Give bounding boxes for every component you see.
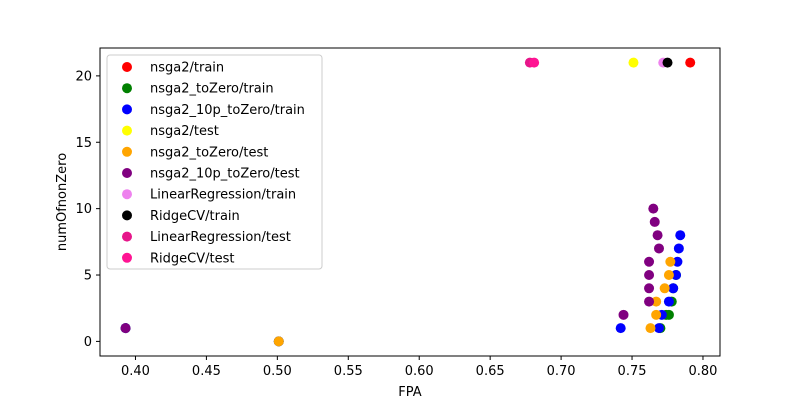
data-point-series-5-9 xyxy=(648,203,659,214)
data-point-series-5-6 xyxy=(653,243,664,254)
legend-marker xyxy=(122,104,132,115)
data-point-series-2-3 xyxy=(653,323,664,334)
x-tick-label: 0.75 xyxy=(618,364,647,379)
x-tick-label: 0.40 xyxy=(121,364,150,379)
legend-marker xyxy=(122,231,132,242)
legend-label: nsga2/train xyxy=(150,61,224,76)
legend-label: nsga2_toZero/test xyxy=(150,145,268,160)
data-point-series-4-5 xyxy=(663,270,674,281)
y-tick-label: 15 xyxy=(75,136,92,151)
data-point-series-5-0 xyxy=(120,323,131,334)
data-point-series-2-9 xyxy=(673,243,684,254)
y-axis-label: numOfnonZero xyxy=(55,153,70,251)
data-point-series-5-1 xyxy=(618,309,629,320)
x-tick-label: 0.55 xyxy=(334,364,363,379)
data-point-series-0-0 xyxy=(685,57,696,68)
legend-label: LinearRegression/test xyxy=(150,230,291,245)
x-axis-ticks: 0.40 0.45 0.50 0.55 0.60 0.65 0.70 0.75 0.80 xyxy=(121,356,717,379)
x-tick-label: 0.60 xyxy=(405,364,434,379)
data-point-series-5-4 xyxy=(644,270,655,281)
x-tick-label: 0.65 xyxy=(476,364,505,379)
data-point-series-2-10 xyxy=(675,230,686,241)
data-point-series-4-4 xyxy=(659,283,670,294)
legend-label: LinearRegression/train xyxy=(150,188,296,203)
data-point-series-5-7 xyxy=(652,230,663,241)
y-tick-label: 10 xyxy=(75,202,92,217)
data-point-series-1-4 xyxy=(663,309,674,320)
data-point-series-4-2 xyxy=(651,309,662,320)
legend-label: RidgeCV/test xyxy=(150,251,234,266)
y-tick-label: 5 xyxy=(84,269,92,284)
data-point-series-7-0 xyxy=(662,57,673,68)
legend-marker xyxy=(122,189,132,200)
legend-label: nsga2/test xyxy=(150,124,219,139)
legend-box xyxy=(106,54,323,270)
x-tick-label: 0.45 xyxy=(192,364,221,379)
data-point-series-5-5 xyxy=(644,256,655,267)
plot-area-frame xyxy=(99,47,721,357)
data-point-series-3-0 xyxy=(628,57,639,68)
legend: nsga2/train nsga2_toZero/train nsga2_10p_t… xyxy=(106,54,323,270)
data-point-series-4-0 xyxy=(273,336,284,347)
data-point-series-5-2 xyxy=(644,296,655,307)
data-point-series-2-7 xyxy=(671,270,682,281)
data-point-series-2-8 xyxy=(672,256,683,267)
legend-label: nsga2_10p_toZero/train xyxy=(150,103,305,118)
x-tick-label: 0.50 xyxy=(263,364,292,379)
legend-marker xyxy=(122,83,132,94)
data-point-series-4-3 xyxy=(651,296,662,307)
data-point-series-4-1 xyxy=(645,323,656,334)
x-axis-label: FPA xyxy=(398,385,421,400)
data-point-series-5-3 xyxy=(644,283,655,294)
data-point-series-4-6 xyxy=(665,256,676,267)
legend-marker xyxy=(122,168,132,178)
data-point-series-2-2 xyxy=(615,323,626,334)
data-point-series-2-5 xyxy=(663,296,674,307)
legend-label: nsga2_10p_toZero/test xyxy=(150,167,300,182)
data-point-series-9-0 xyxy=(529,57,540,68)
legend-marker xyxy=(122,125,132,136)
legend-marker xyxy=(122,62,132,72)
x-tick-label: 0.80 xyxy=(688,364,717,379)
legend-marker xyxy=(122,252,132,263)
legend-label: RidgeCV/train xyxy=(150,209,240,224)
data-points xyxy=(120,57,696,347)
data-point-series-5-8 xyxy=(649,216,660,227)
y-tick-label: 20 xyxy=(75,69,92,84)
data-point-series-2-6 xyxy=(668,283,679,294)
legend-marker xyxy=(122,146,132,157)
x-tick-label: 0.70 xyxy=(547,364,576,379)
legend-label: nsga2_toZero/train xyxy=(150,82,274,97)
legend-marker xyxy=(122,210,132,221)
y-tick-label: 0 xyxy=(84,335,92,350)
y-axis-ticks: 0 5 10 15 20 xyxy=(75,69,100,350)
